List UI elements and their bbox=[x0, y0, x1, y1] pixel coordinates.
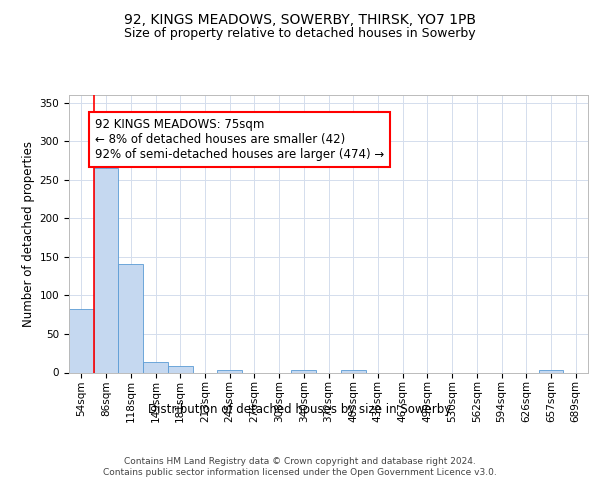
Bar bbox=[69, 308, 94, 372]
Bar bbox=[143, 362, 168, 372]
Bar bbox=[341, 370, 365, 372]
Bar bbox=[292, 370, 316, 372]
Text: Distribution of detached houses by size in Sowerby: Distribution of detached houses by size … bbox=[148, 402, 452, 415]
Bar bbox=[217, 370, 242, 372]
Text: Size of property relative to detached houses in Sowerby: Size of property relative to detached ho… bbox=[124, 28, 476, 40]
Bar bbox=[94, 168, 118, 372]
Y-axis label: Number of detached properties: Number of detached properties bbox=[22, 141, 35, 327]
Bar bbox=[118, 264, 143, 372]
Text: 92, KINGS MEADOWS, SOWERBY, THIRSK, YO7 1PB: 92, KINGS MEADOWS, SOWERBY, THIRSK, YO7 … bbox=[124, 12, 476, 26]
Bar bbox=[539, 370, 563, 372]
Bar bbox=[168, 366, 193, 372]
Text: Contains HM Land Registry data © Crown copyright and database right 2024.
Contai: Contains HM Land Registry data © Crown c… bbox=[103, 458, 497, 477]
Text: 92 KINGS MEADOWS: 75sqm
← 8% of detached houses are smaller (42)
92% of semi-det: 92 KINGS MEADOWS: 75sqm ← 8% of detached… bbox=[95, 118, 384, 161]
